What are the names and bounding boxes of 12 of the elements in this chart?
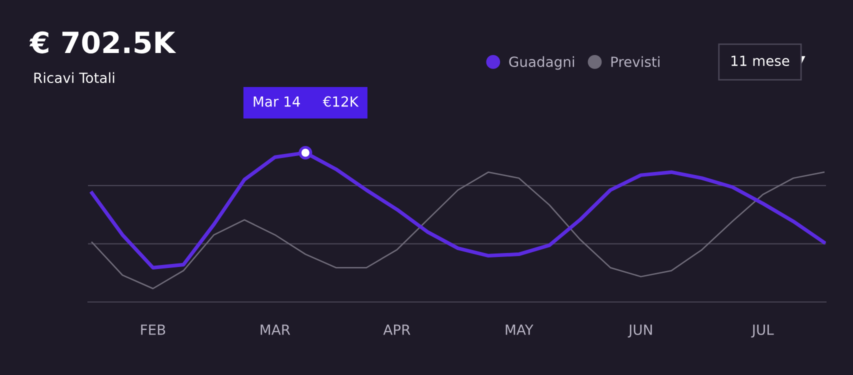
x-tick-label: FEB (141, 324, 166, 335)
x-tick-label: MAY (506, 324, 534, 335)
text: 11 mese (732, 56, 790, 66)
x-tick-label: JUN (628, 324, 652, 338)
text: Mar 14 €12K (254, 96, 359, 107)
legend-label: Guadagni (509, 56, 574, 70)
chart-title: € 702.5K (29, 31, 176, 54)
x-tick-label: JUL (751, 324, 774, 338)
x-tick-label: MAR (260, 324, 290, 335)
x-tick-label: APR (383, 324, 410, 335)
chart-subtitle: Ricavi Totali (34, 72, 114, 84)
legend-label: Previsti (611, 56, 660, 68)
